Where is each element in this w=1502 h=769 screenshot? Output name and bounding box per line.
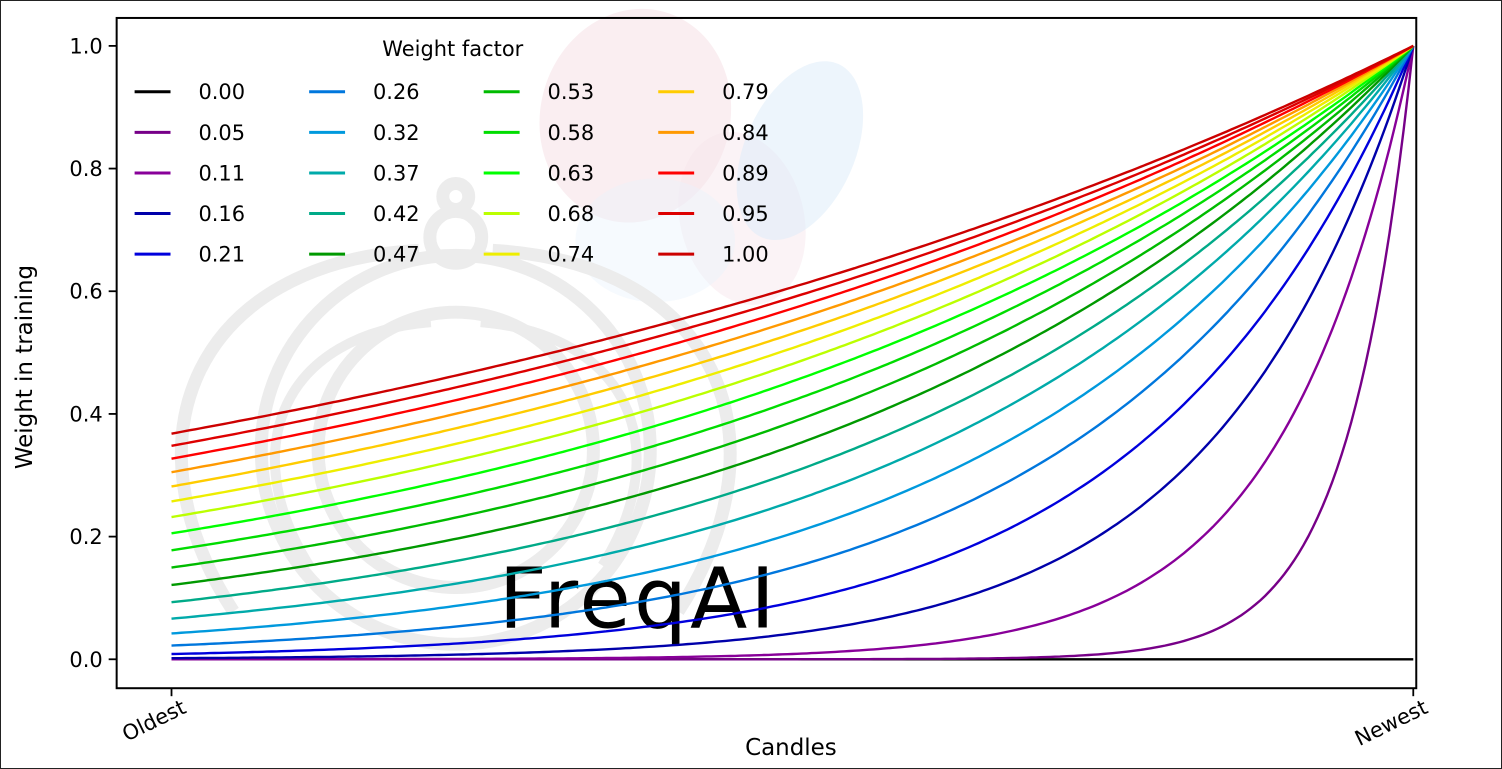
legend-item-0.53: 0.53 <box>483 80 595 104</box>
curve-0.26 <box>171 45 1415 647</box>
curve-0.11 <box>171 45 1415 661</box>
curve-0.47 <box>171 45 1415 587</box>
legend-item-0.37: 0.37 <box>309 161 420 185</box>
x-tick-label-oldest: Oldest <box>118 695 189 746</box>
legend: Weight factor 0.000.050.110.160.210.260.… <box>134 37 769 267</box>
legend-label: 0.74 <box>548 243 595 267</box>
plot-area-border <box>115 16 1418 690</box>
watermark-freqai-logo: FreqAI <box>174 8 864 651</box>
legend-label: 0.63 <box>548 161 595 185</box>
curves-group <box>171 44 1415 661</box>
watermark-emblem-icon <box>174 177 737 651</box>
watermark-text: FreqAI <box>499 549 778 647</box>
legend-label: 0.68 <box>548 202 595 226</box>
legend-label: 0.00 <box>198 80 245 104</box>
legend-label: 0.95 <box>722 202 769 226</box>
legend-item-0.16: 0.16 <box>134 202 245 226</box>
y-tick-label: 0.2 <box>69 525 102 549</box>
y-tick-label: 1.0 <box>69 34 102 58</box>
legend-items: 0.00 0.05 0.11 0.16 0.21 0.26 0.32 0.37 0.42 0.47… <box>134 80 769 267</box>
legend-item-0.84: 0.84 <box>658 121 769 145</box>
curve-0.32 <box>171 45 1415 635</box>
legend-label: 0.32 <box>373 121 420 145</box>
y-tick-label: 0.0 <box>69 648 102 672</box>
legend-item-0.42: 0.42 <box>309 202 420 226</box>
y-axis-ticks: 0.0 0.2 0.4 0.6 0.8 1.0 <box>69 34 117 672</box>
curve-0.68 <box>171 44 1414 519</box>
curve-0.84 <box>171 44 1414 474</box>
legend-item-0.11: 0.11 <box>134 161 245 185</box>
curve-0.37 <box>171 45 1415 620</box>
legend-item-0.74: 0.74 <box>483 243 595 267</box>
curve-0.63 <box>171 44 1415 535</box>
legend-label: 0.47 <box>373 243 420 267</box>
legend-label: 0.79 <box>722 80 769 104</box>
curve-0.79 <box>171 44 1414 488</box>
legend-item-0.58: 0.58 <box>483 121 595 145</box>
curve-0.89 <box>171 44 1414 460</box>
legend-item-0.26: 0.26 <box>309 80 420 104</box>
legend-label: 0.11 <box>198 161 245 185</box>
legend-label: 0.21 <box>198 243 245 267</box>
curve-0.58 <box>171 44 1415 552</box>
x-tick-label-newest: Newest <box>1351 695 1431 751</box>
legend-item-0.95: 0.95 <box>658 202 769 226</box>
curve-0.42 <box>171 45 1415 604</box>
legend-label: 0.84 <box>722 121 769 145</box>
curve-0.53 <box>171 45 1415 569</box>
legend-label: 0.05 <box>198 121 245 145</box>
watermark-petal-blue2-icon <box>575 178 736 303</box>
watermark-petal-pink-icon <box>539 8 732 223</box>
y-tick-label: 0.6 <box>69 280 102 304</box>
y-tick-label: 0.4 <box>69 402 102 426</box>
curve-1.00 <box>171 44 1414 435</box>
legend-label: 1.00 <box>722 243 769 267</box>
legend-item-0.68: 0.68 <box>483 202 595 226</box>
legend-label: 0.89 <box>722 161 769 185</box>
legend-item-1.00: 1.00 <box>658 243 769 267</box>
legend-label: 0.37 <box>373 161 420 185</box>
curve-0.16 <box>171 45 1415 660</box>
legend-item-0.32: 0.32 <box>309 121 420 145</box>
y-tick-label: 0.8 <box>69 157 102 181</box>
curve-0.74 <box>171 44 1414 503</box>
legend-label: 0.58 <box>548 121 595 145</box>
legend-label: 0.53 <box>548 80 595 104</box>
legend-item-0.89: 0.89 <box>658 161 769 185</box>
legend-item-0.63: 0.63 <box>483 161 595 185</box>
legend-item-0.47: 0.47 <box>309 243 420 267</box>
curve-0.95 <box>171 44 1414 448</box>
legend-label: 0.16 <box>198 202 245 226</box>
legend-item-0.21: 0.21 <box>134 243 245 267</box>
legend-label: 0.42 <box>373 202 420 226</box>
legend-title: Weight factor <box>382 37 523 61</box>
watermark-petal-blue-icon <box>736 61 864 241</box>
legend-item-0.05: 0.05 <box>134 121 245 145</box>
legend-item-0.00: 0.00 <box>134 80 245 104</box>
legend-label: 0.26 <box>373 80 420 104</box>
x-axis-label: Candles <box>745 735 837 761</box>
y-axis-label: Weight in training <box>12 265 38 469</box>
legend-item-0.79: 0.79 <box>658 80 769 104</box>
curve-0.21 <box>171 45 1415 656</box>
